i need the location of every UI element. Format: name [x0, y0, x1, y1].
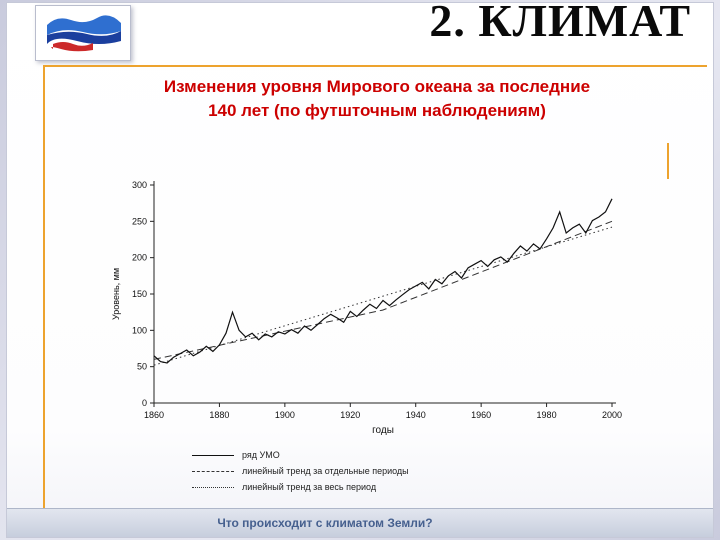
svg-text:1980: 1980 — [537, 410, 557, 420]
russia-flag-icon — [43, 11, 123, 55]
svg-text:1880: 1880 — [209, 410, 229, 420]
svg-text:1940: 1940 — [406, 410, 426, 420]
svg-text:1860: 1860 — [144, 410, 164, 420]
legend-item: ряд УМО — [192, 447, 627, 463]
svg-text:250: 250 — [132, 216, 147, 226]
svg-text:150: 150 — [132, 289, 147, 299]
right-accent-bar — [667, 143, 669, 179]
svg-text:50: 50 — [137, 362, 147, 372]
left-accent-bar — [43, 65, 45, 511]
svg-text:1960: 1960 — [471, 410, 491, 420]
svg-text:300: 300 — [132, 180, 147, 190]
chart-title: Изменения уровня Мирового океана за посл… — [67, 75, 687, 123]
legend-line-dotted — [192, 486, 234, 488]
legend-item: линейный тренд за весь период — [192, 479, 627, 495]
slide: 2. КЛИМАТ Изменения уровня Мирового океа… — [6, 0, 714, 538]
svg-text:100: 100 — [132, 325, 147, 335]
logo-box — [35, 5, 131, 61]
legend-line-dashed — [192, 470, 234, 472]
line-chart-canvas: 0 50 100 150 200 250 300 1860 1880 1900 1920 1940 19… — [111, 180, 622, 436]
footer-question: Что происходит с климатом Земли? — [217, 516, 433, 530]
legend-label: ряд УМО — [242, 450, 280, 460]
footer-bar: Что происходит с климатом Земли? — [7, 508, 713, 537]
svg-text:200: 200 — [132, 253, 147, 263]
slide-section-title: 2. КЛИМАТ — [429, 0, 691, 46]
legend-label: линейный тренд за отдельные периоды — [242, 466, 409, 476]
sea-level-chart: 0 50 100 150 200 250 300 1860 1880 1900 1920 1940 19… — [107, 165, 627, 495]
svg-text:2000: 2000 — [602, 410, 622, 420]
svg-text:0: 0 — [142, 398, 147, 408]
svg-text:1920: 1920 — [340, 410, 360, 420]
chart-legend: ряд УМО линейный тренд за отдельные пери… — [107, 447, 627, 495]
chart-title-line1: Изменения уровня Мирового океана за посл… — [163, 77, 591, 96]
svg-text:1900: 1900 — [275, 410, 295, 420]
chart-title-line2: 140 лет (по футшточным наблюдениям) — [208, 101, 546, 120]
legend-item: линейный тренд за отдельные периоды — [192, 463, 627, 479]
svg-text:Уровень, мм: Уровень, мм — [111, 268, 121, 320]
header-divider — [43, 65, 707, 67]
svg-text:годы: годы — [372, 425, 394, 436]
legend-label: линейный тренд за весь период — [242, 482, 377, 492]
legend-line-solid — [192, 454, 234, 456]
